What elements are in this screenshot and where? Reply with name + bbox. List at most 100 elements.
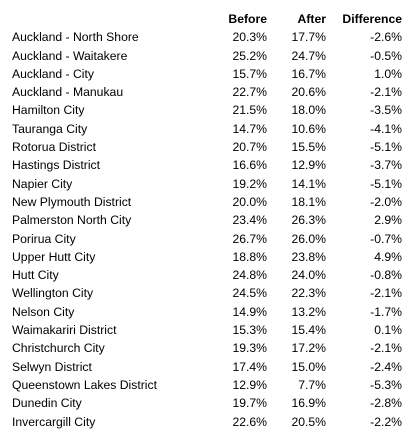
header-before: Before [228, 12, 267, 26]
row-difference-cell: -2.2% [370, 414, 402, 429]
row-name-cell: Tauranga City [12, 121, 88, 136]
row-name-cell: Hutt City [12, 268, 59, 283]
table-row: Selwyn District 17.4% 15.0% -2.4% [9, 358, 407, 376]
row-after-cell: 18.0% [291, 103, 326, 118]
row-name-cell: Waimakariri District [12, 323, 117, 338]
row-name-cell: Invercargill City [12, 414, 96, 429]
row-difference-cell: -2.0% [370, 194, 402, 209]
row-before-cell: 19.3% [232, 341, 267, 356]
row-after-cell: 7.7% [298, 377, 326, 392]
row-difference-cell: -1.7% [370, 304, 402, 319]
data-table: Before After Difference Auckland - North… [9, 10, 407, 431]
row-name-cell: Wellington City [12, 286, 94, 301]
row-difference-cell: -2.1% [370, 341, 402, 356]
row-after-cell: 24.0% [291, 268, 326, 283]
row-before-cell: 25.2% [232, 48, 267, 63]
row-name-cell: Napier City [12, 176, 73, 191]
row-difference-cell: -0.7% [370, 231, 402, 246]
row-name-cell: Queenstown Lakes District [12, 377, 157, 392]
row-after-cell: 10.6% [291, 121, 326, 136]
row-difference-cell: 0.1% [374, 323, 402, 338]
row-before-cell: 21.5% [232, 103, 267, 118]
table-body: Auckland - North Shore 20.3% 17.7% -2.6% Auc… [9, 28, 407, 431]
row-name-cell: Auckland - North Shore [12, 30, 139, 45]
row-name-cell: Selwyn District [12, 359, 92, 374]
row-after-cell: 15.4% [291, 323, 326, 338]
row-before-cell: 23.4% [232, 213, 267, 228]
row-name-cell: Hamilton City [12, 103, 85, 118]
row-name-cell: Nelson City [12, 304, 75, 319]
row-after-cell: 26.3% [291, 213, 326, 228]
row-name-cell: Hastings District [12, 158, 101, 173]
row-after-cell: 23.8% [291, 249, 326, 264]
row-difference-cell: -3.7% [370, 158, 402, 173]
row-after-cell: 20.5% [291, 414, 326, 429]
table-row: Queenstown Lakes District 12.9% 7.7% -5.3% [9, 376, 407, 394]
row-difference-cell: 4.9% [374, 249, 402, 264]
row-after-cell: 20.6% [291, 85, 326, 100]
row-difference-cell: -4.1% [370, 121, 402, 136]
row-after-cell: 12.9% [291, 158, 326, 173]
row-before-cell: 14.7% [232, 121, 267, 136]
row-difference-cell: -5.1% [370, 140, 402, 155]
table-row: Rotorua District 20.7% 15.5% -5.1% [9, 138, 407, 156]
row-name-cell: Porirua City [12, 231, 76, 246]
row-before-cell: 18.8% [232, 249, 267, 264]
row-before-cell: 20.3% [232, 30, 267, 45]
row-after-cell: 24.7% [291, 48, 326, 63]
row-name-cell: New Plymouth District [12, 194, 132, 209]
table-row: Wellington City 24.5% 22.3% -2.1% [9, 284, 407, 302]
table-row: Tauranga City 14.7% 10.6% -4.1% [9, 120, 407, 138]
table-row: New Plymouth District 20.0% 18.1% -2.0% [9, 193, 407, 211]
row-before-cell: 19.2% [232, 176, 267, 191]
table-row: Auckland - Manukau 22.7% 20.6% -2.1% [9, 83, 407, 101]
row-before-cell: 12.9% [232, 377, 267, 392]
row-before-cell: 20.7% [232, 140, 267, 155]
table-row: Hastings District 16.6% 12.9% -3.7% [9, 156, 407, 174]
row-after-cell: 16.7% [291, 66, 326, 81]
table-row: Hutt City 24.8% 24.0% -0.8% [9, 266, 407, 284]
row-after-cell: 18.1% [291, 194, 326, 209]
table-row: Invercargill City 22.6% 20.5% -2.2% [9, 413, 407, 431]
row-after-cell: 17.7% [291, 30, 326, 45]
row-after-cell: 22.3% [291, 286, 326, 301]
row-after-cell: 13.2% [291, 304, 326, 319]
row-before-cell: 26.7% [232, 231, 267, 246]
header-after: After [297, 12, 326, 26]
row-name-cell: Auckland - Waitakere [12, 48, 128, 63]
row-before-cell: 19.7% [232, 396, 267, 411]
row-difference-cell: 2.9% [374, 213, 402, 228]
table-row: Auckland - Waitakere 25.2% 24.7% -0.5% [9, 47, 407, 65]
row-difference-cell: -3.5% [370, 103, 402, 118]
row-before-cell: 15.7% [232, 66, 267, 81]
table-row: Palmerston North City 23.4% 26.3% 2.9% [9, 211, 407, 229]
row-difference-cell: -2.1% [370, 286, 402, 301]
row-difference-cell: -2.1% [370, 85, 402, 100]
row-name-cell: Dunedin City [12, 396, 82, 411]
row-before-cell: 24.8% [232, 268, 267, 283]
row-after-cell: 15.5% [291, 140, 326, 155]
table-row: Dunedin City 19.7% 16.9% -2.8% [9, 394, 407, 412]
row-difference-cell: -2.4% [370, 359, 402, 374]
row-difference-cell: -5.1% [370, 176, 402, 191]
table-row: Nelson City 14.9% 13.2% -1.7% [9, 303, 407, 321]
header-row: Before After Difference [9, 10, 407, 28]
table-row: Porirua City 26.7% 26.0% -0.7% [9, 230, 407, 248]
row-before-cell: 16.6% [232, 158, 267, 173]
table-row: Napier City 19.2% 14.1% -5.1% [9, 175, 407, 193]
row-after-cell: 15.0% [291, 359, 326, 374]
row-before-cell: 20.0% [232, 194, 267, 209]
header-difference: Difference [342, 12, 402, 26]
row-name-cell: Christchurch City [12, 341, 105, 356]
row-after-cell: 26.0% [291, 231, 326, 246]
table-row: Auckland - North Shore 20.3% 17.7% -2.6% [9, 28, 407, 46]
table-row: Hamilton City 21.5% 18.0% -3.5% [9, 101, 407, 119]
row-before-cell: 24.5% [232, 286, 267, 301]
table-row: Auckland - City 15.7% 16.7% 1.0% [9, 65, 407, 83]
row-difference-cell: -0.5% [370, 48, 402, 63]
row-after-cell: 16.9% [291, 396, 326, 411]
row-difference-cell: -2.8% [370, 396, 402, 411]
row-before-cell: 22.6% [232, 414, 267, 429]
row-before-cell: 22.7% [232, 85, 267, 100]
